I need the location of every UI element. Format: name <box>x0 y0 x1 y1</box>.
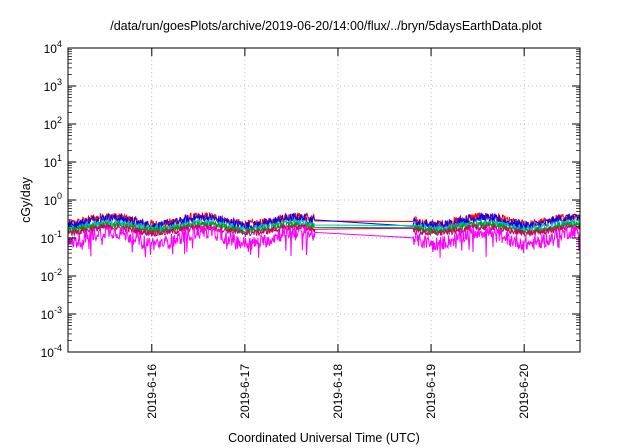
chart-title: /data/run/goesPlots/archive/2019-06-20/1… <box>110 19 542 33</box>
series-line <box>67 223 581 238</box>
y-tick-label: 10-2 <box>41 267 62 284</box>
series-line <box>67 212 581 231</box>
x-axis: 2019-6-16 2019-6-17 2019-6-18 2019-6-19 2019… <box>145 48 531 419</box>
y-tick-label: 101 <box>44 153 62 170</box>
x-axis-label: Coordinated Universal Time (UTC) <box>228 431 420 445</box>
series-line <box>67 225 581 258</box>
y-tick-label: 10-4 <box>41 343 62 360</box>
y-tick-label: 104 <box>44 39 62 56</box>
grid <box>68 48 580 352</box>
y-tick-label: 102 <box>44 115 62 132</box>
series-line <box>67 211 581 231</box>
y-tick-label: 10-1 <box>41 229 62 246</box>
x-tick-label: 2019-6-17 <box>238 364 252 419</box>
y-axis: 10-4 10-3 10-2 10-1 100 101 102 103 104 <box>41 39 580 360</box>
y-axis-label: cGy/day <box>19 176 33 223</box>
x-tick-label: 2019-6-20 <box>517 364 531 419</box>
y-tick-label: 10-3 <box>41 305 62 322</box>
x-tick-label: 2019-6-19 <box>424 364 438 419</box>
y-tick-label: 103 <box>44 77 62 94</box>
x-tick-label: 2019-6-18 <box>331 364 345 419</box>
series-group <box>67 211 581 258</box>
y-tick-label: 100 <box>44 191 62 208</box>
x-tick-label: 2019-6-16 <box>145 364 159 419</box>
